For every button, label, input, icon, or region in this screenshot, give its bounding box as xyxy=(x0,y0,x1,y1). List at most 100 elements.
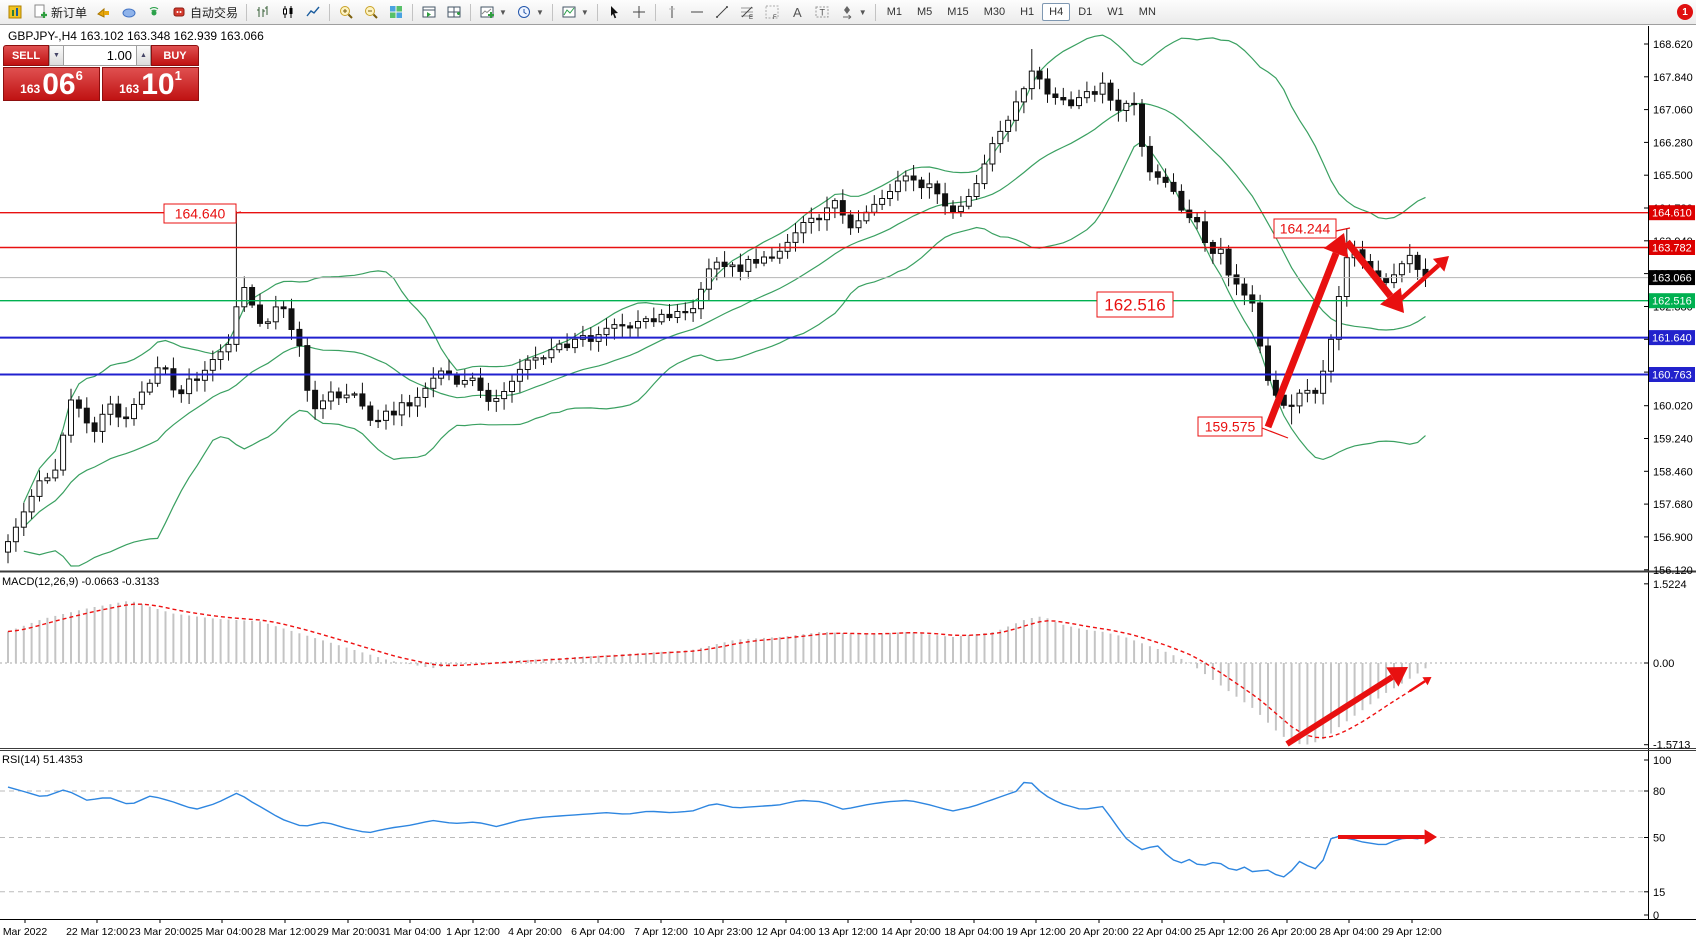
signal-icon xyxy=(146,4,162,20)
annotation-connector xyxy=(1261,427,1289,439)
price-axis-tick: 158.460 xyxy=(1653,466,1693,478)
caret-down-icon: ▼ xyxy=(580,7,589,17)
price-axis-tick: 167.060 xyxy=(1653,105,1693,117)
volume-decrease-button[interactable]: ▼ xyxy=(49,45,64,66)
volume-input[interactable] xyxy=(64,45,136,66)
new-chart-button[interactable]: ▼ xyxy=(475,1,511,24)
arrange-charts-button[interactable] xyxy=(417,1,441,24)
timeframe-button-h1[interactable]: H1 xyxy=(1020,6,1035,18)
timeframe-button-m15[interactable]: M15 xyxy=(947,6,969,18)
sell-price[interactable]: 163 06 6 xyxy=(3,67,100,101)
price-trend-arrow-2-head xyxy=(1380,287,1404,313)
time-axis-label: 25 Apr 12:00 xyxy=(1194,926,1254,938)
buy-price-prefix: 163 xyxy=(119,82,140,96)
time-axis-label: 12 Apr 04:00 xyxy=(756,926,816,938)
price-axis-tick: 156.900 xyxy=(1653,532,1693,544)
candlestick-chart-button[interactable] xyxy=(276,1,300,24)
text-label-button[interactable]: T xyxy=(810,1,834,24)
auto-trading-button[interactable]: 自动交易 xyxy=(167,1,242,24)
clock-icon xyxy=(516,4,532,20)
price-annotation-text: 164.244 xyxy=(1280,221,1331,237)
price-tag-163.782 xyxy=(1649,240,1695,255)
price-annotation-box[interactable] xyxy=(163,203,237,224)
price-annotation-box[interactable] xyxy=(1273,218,1337,239)
macd-histogram xyxy=(0,601,1648,745)
cloud-icon xyxy=(121,4,137,20)
price-annotation-box[interactable] xyxy=(1096,291,1174,318)
volume-increase-button[interactable]: ▲ xyxy=(136,45,151,66)
price-annotation-text: 159.575 xyxy=(1205,419,1256,435)
price-axis-tick: 166.280 xyxy=(1653,137,1693,149)
toolbar: 新订单 自动交易 ▼ ▼ ▼ E F A T ▼ M1 M5 M15 M30 H1 H4 D1 W1 MN 1 xyxy=(0,0,1696,25)
template-button[interactable]: ▼ xyxy=(557,1,593,24)
zoom-in-icon xyxy=(338,4,354,20)
line-chart-button[interactable] xyxy=(301,1,325,24)
toolbar-separator xyxy=(246,3,248,21)
time-axis-label: 6 Apr 04:00 xyxy=(571,926,625,938)
market-icon[interactable] xyxy=(117,1,141,24)
new-order-button[interactable]: 新订单 xyxy=(28,1,91,24)
svg-text:E: E xyxy=(749,15,753,20)
price-tag-text: 163.066 xyxy=(1652,273,1692,285)
time-axis-label: 29 Mar 20:00 xyxy=(317,926,379,938)
zoom-in-button[interactable] xyxy=(334,1,358,24)
horizontal-line-button[interactable] xyxy=(685,1,709,24)
svg-text:A: A xyxy=(793,5,802,20)
profiles-button[interactable]: ▼ xyxy=(512,1,548,24)
timeframe-button-h4[interactable]: H4 xyxy=(1042,3,1071,21)
sell-price-prefix: 163 xyxy=(20,82,41,96)
buy-price-big: 10 xyxy=(141,68,175,101)
price-axis-tick: 157.680 xyxy=(1653,499,1693,511)
timeframe-button-d1[interactable]: D1 xyxy=(1078,6,1093,18)
bar-chart-button[interactable] xyxy=(251,1,275,24)
toolbar-separator xyxy=(874,3,876,21)
new-order-button-label: 新订单 xyxy=(51,5,88,20)
price-tag-text: 161.640 xyxy=(1652,333,1692,345)
horn-icon xyxy=(96,4,112,20)
tline-icon xyxy=(714,4,730,20)
timeframe-button-mn[interactable]: MN xyxy=(1138,6,1156,18)
tile-windows-button[interactable] xyxy=(384,1,408,24)
vertical-line-button[interactable] xyxy=(660,1,684,24)
news-icon[interactable] xyxy=(92,1,116,24)
price-trend-arrow-3 xyxy=(1390,263,1441,309)
time-axis-label: 26 Apr 20:00 xyxy=(1257,926,1317,938)
sell-button[interactable]: SELL xyxy=(3,45,49,66)
zoom-out-button[interactable] xyxy=(359,1,383,24)
price-axis-tick: 167.840 xyxy=(1653,72,1693,84)
buy-price[interactable]: 163 10 1 xyxy=(102,67,199,101)
vline-icon xyxy=(664,4,680,20)
timeframe-button-m30[interactable]: M30 xyxy=(983,6,1006,18)
trendline-button[interactable] xyxy=(710,1,734,24)
arrows-button[interactable]: ▼ xyxy=(835,1,871,24)
app-logo[interactable] xyxy=(3,1,27,24)
cascade-charts-button[interactable] xyxy=(442,1,466,24)
signals-icon[interactable] xyxy=(142,1,166,24)
timeframe-button-m5[interactable]: M5 xyxy=(917,6,933,18)
price-tag-162.516 xyxy=(1649,293,1695,309)
time-axis-label: 4 Apr 20:00 xyxy=(508,926,562,938)
rsi-axis-tick: 80 xyxy=(1653,786,1665,798)
rsi-line xyxy=(7,781,1426,878)
toolbar-separator xyxy=(551,3,553,21)
time-axis-label: 22 Mar 12:00 xyxy=(66,926,128,938)
fibonacci-button[interactable]: E xyxy=(735,1,759,24)
timeframe-button-m1[interactable]: M1 xyxy=(886,6,902,18)
fibo-tools-button[interactable]: F xyxy=(760,1,784,24)
cursor-button[interactable] xyxy=(602,1,626,24)
logo-icon xyxy=(7,4,23,20)
price-axis-tick: 168.620 xyxy=(1653,39,1693,51)
text-button[interactable]: A xyxy=(785,1,809,24)
price-trend-arrow-3-head xyxy=(1432,256,1449,272)
crosshair-button[interactable] xyxy=(627,1,651,24)
toolbar-separator xyxy=(329,3,331,21)
time-axis-label: 29 Apr 12:00 xyxy=(1382,926,1442,938)
buy-button[interactable]: BUY xyxy=(151,45,199,66)
timeframe-button-w1[interactable]: W1 xyxy=(1107,6,1124,18)
time-axis-label: 7 Apr 12:00 xyxy=(634,926,688,938)
notification-badge[interactable]: 1 xyxy=(1677,4,1693,20)
doc-plus-icon xyxy=(32,4,48,20)
time-axis-label: Mar 2022 xyxy=(3,926,48,938)
macd-trend-arrow-head xyxy=(1386,667,1408,687)
price-annotation-box[interactable] xyxy=(1197,416,1263,437)
